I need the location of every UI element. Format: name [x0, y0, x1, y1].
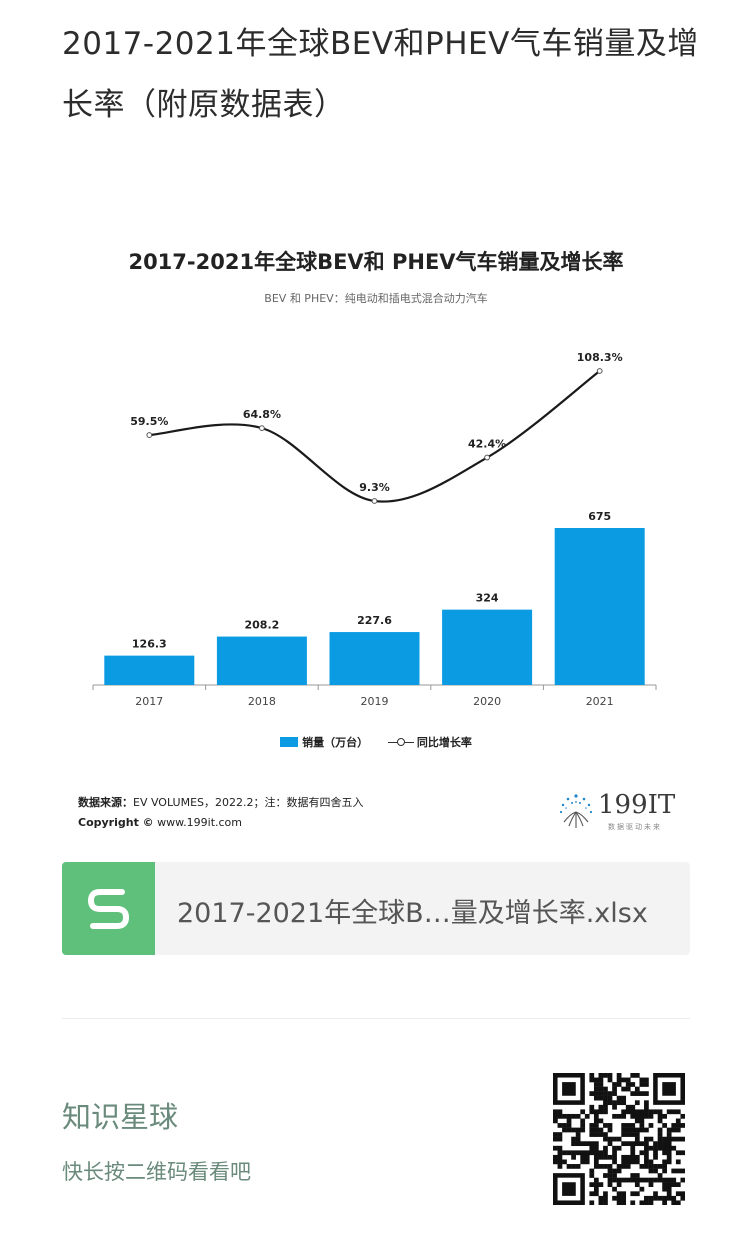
- legend-line-label: 同比增长率: [416, 736, 472, 749]
- bar-2021: [554, 528, 645, 685]
- divider: [62, 1018, 690, 1019]
- growth-rate-label: 9.3%: [359, 481, 390, 494]
- brand-tagline: 数据驱动未来: [608, 823, 662, 831]
- legend-bar-label: 销量（万台）: [302, 736, 369, 749]
- bar-value-label: 208.2: [245, 619, 280, 632]
- x-tick-label: 2020: [473, 695, 501, 708]
- source-text: EV VOLUMES，2022.2；注：数据有四舍五入: [133, 796, 364, 809]
- attachment-file-name: 2017-2021年全球B…量及增长率.xlsx: [177, 898, 648, 929]
- bar-value-label: 126.3: [132, 638, 167, 651]
- source-label: 数据来源：: [78, 796, 133, 809]
- chart-image: 2017-2021年全球BEV和 PHEV气车销量及增长率 BEV 和 PHEV…: [62, 160, 690, 850]
- bar-value-label: 324: [476, 592, 499, 605]
- brand-logo: 199IT 数据驱动未来: [554, 788, 684, 836]
- qr-code-icon[interactable]: [553, 1073, 685, 1205]
- growth-rate-point: [596, 368, 603, 374]
- growth-rate-label: 42.4%: [468, 438, 506, 451]
- bar-2020: [442, 609, 533, 685]
- spreadsheet-s-icon: [62, 862, 155, 955]
- growth-rate-point: [484, 454, 491, 461]
- post-title: 2017-2021年全球BEV和PHEV气车销量及增长率（附原数据表）: [62, 26, 699, 123]
- zsxq-subtitle: 快长按二维码看看吧: [62, 1160, 251, 1184]
- growth-rate-label: 108.3%: [577, 351, 623, 364]
- chart-subtitle: BEV 和 PHEV：纯电动和插电式混合动力汽车: [264, 292, 488, 305]
- chart-title: 2017-2021年全球BEV和 PHEV气车销量及增长率: [128, 250, 624, 274]
- chart-copyright: Copyright © www.199it.com: [78, 816, 242, 829]
- growth-rate-label: 64.8%: [243, 408, 281, 421]
- growth-rate-label: 59.5%: [130, 415, 168, 428]
- x-tick-label: 2017: [135, 695, 163, 708]
- dandelion-icon: [559, 794, 593, 829]
- legend-bar-swatch: [280, 737, 299, 747]
- copyright-label: Copyright ©: [78, 816, 154, 829]
- bar-value-label: 675: [588, 510, 611, 523]
- chart-plot: 126.3 2017 208.2 2018 227.6 2019 324 2020 675 202…: [92, 351, 657, 708]
- bar-2019: [329, 632, 420, 685]
- x-tick-label: 2018: [248, 695, 276, 708]
- chart-legend: 销量（万台） 同比增长率: [62, 734, 690, 750]
- bar-2018: [216, 636, 307, 685]
- brand-logo-text: 199IT: [598, 790, 676, 820]
- x-tick-label: 2019: [361, 695, 389, 708]
- bar-2017: [104, 655, 195, 685]
- chart-source: 数据来源：EV VOLUMES，2022.2；注：数据有四舍五入: [78, 794, 364, 810]
- growth-rate-point: [146, 432, 153, 438]
- x-tick-label: 2021: [586, 695, 614, 708]
- copyright-text: www.199it.com: [153, 816, 242, 829]
- legend-line-swatch: [387, 737, 414, 747]
- bar-value-label: 227.6: [357, 614, 392, 627]
- zsxq-title: 知识星球: [62, 1100, 179, 1134]
- growth-rate-point: [371, 498, 378, 504]
- attachment-file[interactable]: 2017-2021年全球B…量及增长率.xlsx: [62, 862, 690, 955]
- growth-rate-point: [259, 425, 265, 432]
